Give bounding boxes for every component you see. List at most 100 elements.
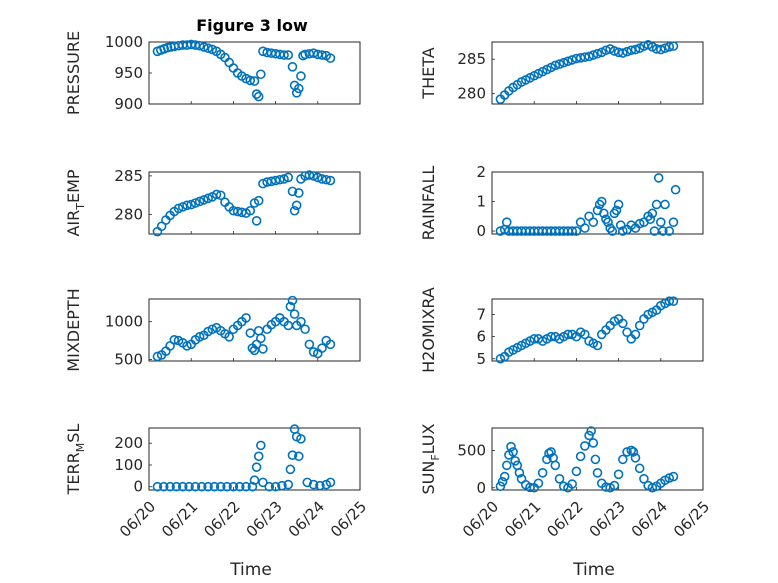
data-point xyxy=(247,481,258,492)
data-point xyxy=(287,450,298,460)
data-point xyxy=(664,42,675,52)
data-point xyxy=(245,205,256,216)
data-point xyxy=(660,43,670,54)
data-point xyxy=(630,44,641,55)
data-point xyxy=(270,481,281,492)
data-point xyxy=(304,170,315,180)
data-point xyxy=(308,347,319,357)
data-point xyxy=(567,226,577,236)
data-point xyxy=(317,343,327,353)
data-point xyxy=(599,208,609,219)
data-point xyxy=(258,477,268,488)
data-point xyxy=(289,205,300,216)
data-point xyxy=(603,217,613,227)
data-point xyxy=(194,332,205,342)
y-tick-label: 6 xyxy=(476,328,486,346)
data-point xyxy=(563,56,573,67)
data-point xyxy=(184,481,194,492)
data-point xyxy=(660,199,670,210)
axes-frame xyxy=(491,298,704,362)
data-point xyxy=(664,226,675,236)
y-tick-label: 100 xyxy=(114,456,143,474)
data-point xyxy=(283,479,294,490)
data-point xyxy=(626,445,637,456)
data-point xyxy=(558,481,569,492)
data-point xyxy=(165,481,175,492)
data-point xyxy=(287,186,298,197)
data-point xyxy=(177,481,188,492)
data-point xyxy=(510,456,521,466)
data-point xyxy=(209,481,220,492)
y-tick-label: 1000 xyxy=(105,313,143,331)
data-point xyxy=(285,464,296,475)
data-point xyxy=(668,41,679,51)
data-point xyxy=(668,296,679,307)
data-point xyxy=(613,199,624,210)
data-point xyxy=(224,332,234,342)
y-tick-label: 280 xyxy=(114,206,143,224)
data-point xyxy=(611,205,622,216)
data-point xyxy=(182,341,192,351)
data-point xyxy=(283,172,294,183)
data-point xyxy=(670,184,681,195)
y-tick-label: 285 xyxy=(114,167,143,185)
y-tick-label: 0 xyxy=(476,222,486,240)
data-point xyxy=(215,481,226,492)
data-point xyxy=(537,468,548,478)
data-point xyxy=(294,451,304,462)
data-point xyxy=(626,45,637,56)
y-tick-label: 950 xyxy=(114,64,143,82)
data-point xyxy=(613,469,624,480)
data-point xyxy=(199,42,209,52)
y-axis-label: H2OMIXRA xyxy=(419,287,438,373)
data-point xyxy=(622,46,632,57)
data-point xyxy=(300,324,310,335)
data-point xyxy=(315,480,325,491)
data-point xyxy=(618,454,628,465)
data-point xyxy=(647,482,658,493)
y-axis-label: PRESSURE xyxy=(64,31,83,115)
data-point xyxy=(152,481,163,492)
data-point xyxy=(256,69,266,80)
data-point xyxy=(588,50,599,60)
data-point xyxy=(618,318,628,329)
data-point xyxy=(308,48,319,58)
data-point xyxy=(215,190,226,201)
data-point xyxy=(550,460,561,471)
data-point xyxy=(618,48,628,58)
data-point xyxy=(256,333,266,344)
data-point xyxy=(253,91,264,102)
y-axis-label: TERRMSL xyxy=(64,424,87,496)
subplot-air: 280 285 AIRTEMP xyxy=(64,167,361,237)
data-point xyxy=(190,198,201,208)
data-point xyxy=(199,195,209,205)
data-point xyxy=(228,481,239,492)
data-point xyxy=(283,50,294,60)
data-point xyxy=(279,50,289,60)
data-point xyxy=(211,189,222,200)
data-point xyxy=(497,476,508,487)
y-tick-label: 900 xyxy=(114,95,143,113)
data-point xyxy=(586,426,596,436)
figure-title: Figure 3 low xyxy=(196,16,308,35)
data-point xyxy=(296,71,306,81)
data-point xyxy=(296,316,306,327)
data-point xyxy=(588,438,599,448)
data-point xyxy=(571,226,582,236)
subplot-rainfall: 0 1 2 RAINFALL xyxy=(419,163,704,240)
data-point xyxy=(630,453,641,463)
y-tick-label: 280 xyxy=(457,85,486,103)
subplot-h2omixra: 5 6 7 H2OMIXRA xyxy=(419,287,704,373)
data-point xyxy=(258,344,268,354)
data-point xyxy=(628,447,639,457)
data-point xyxy=(275,174,285,185)
data-point xyxy=(152,351,163,362)
data-point xyxy=(279,174,289,184)
y-tick-label: 500 xyxy=(457,441,486,459)
data-point xyxy=(285,301,296,312)
data-point xyxy=(203,43,213,54)
data-point xyxy=(245,75,256,86)
data-point xyxy=(634,218,645,229)
data-point xyxy=(596,196,607,207)
